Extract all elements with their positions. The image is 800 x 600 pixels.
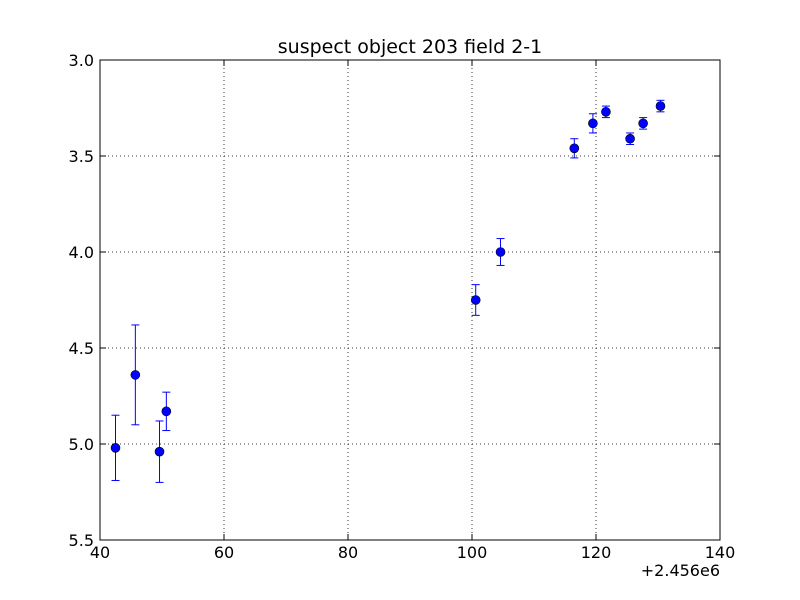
data-point: [638, 118, 648, 129]
y-tick-label: 5.0: [69, 435, 94, 454]
x-tick-label: 80: [338, 543, 358, 562]
y-tick-label: 4.5: [69, 339, 94, 358]
data-point: [601, 107, 611, 117]
data-point: [569, 143, 580, 154]
data-points: [110, 101, 666, 457]
chart-title: suspect object 203 field 2-1: [278, 36, 543, 58]
y-tick-label: 3.5: [69, 147, 94, 166]
plot-frame: [99, 59, 721, 541]
x-tick-label: 40: [90, 543, 110, 562]
y-tick-label: 4.0: [69, 243, 94, 262]
data-point: [130, 370, 141, 380]
y-tick-label: 3.0: [69, 51, 94, 70]
data-point: [625, 133, 635, 144]
data-point: [161, 406, 172, 417]
x-tick-label: 120: [581, 543, 612, 562]
data-point: [470, 295, 481, 305]
data-point: [154, 446, 165, 457]
x-tick-label: 140: [705, 543, 736, 562]
data-point: [495, 247, 506, 257]
data-point: [655, 101, 666, 111]
x-tick-label: 100: [457, 543, 488, 562]
x-tick-label: 60: [214, 543, 234, 562]
tick-labels: 40 60 80 100 120 140 3.0 3.5 4.0 4.5 5.0 5.5: [69, 51, 736, 562]
y-tick-label: 5.5: [69, 531, 94, 550]
data-point: [588, 118, 598, 129]
data-point: [110, 443, 121, 453]
x-axis-offset-label: +2.456e6: [641, 561, 720, 580]
